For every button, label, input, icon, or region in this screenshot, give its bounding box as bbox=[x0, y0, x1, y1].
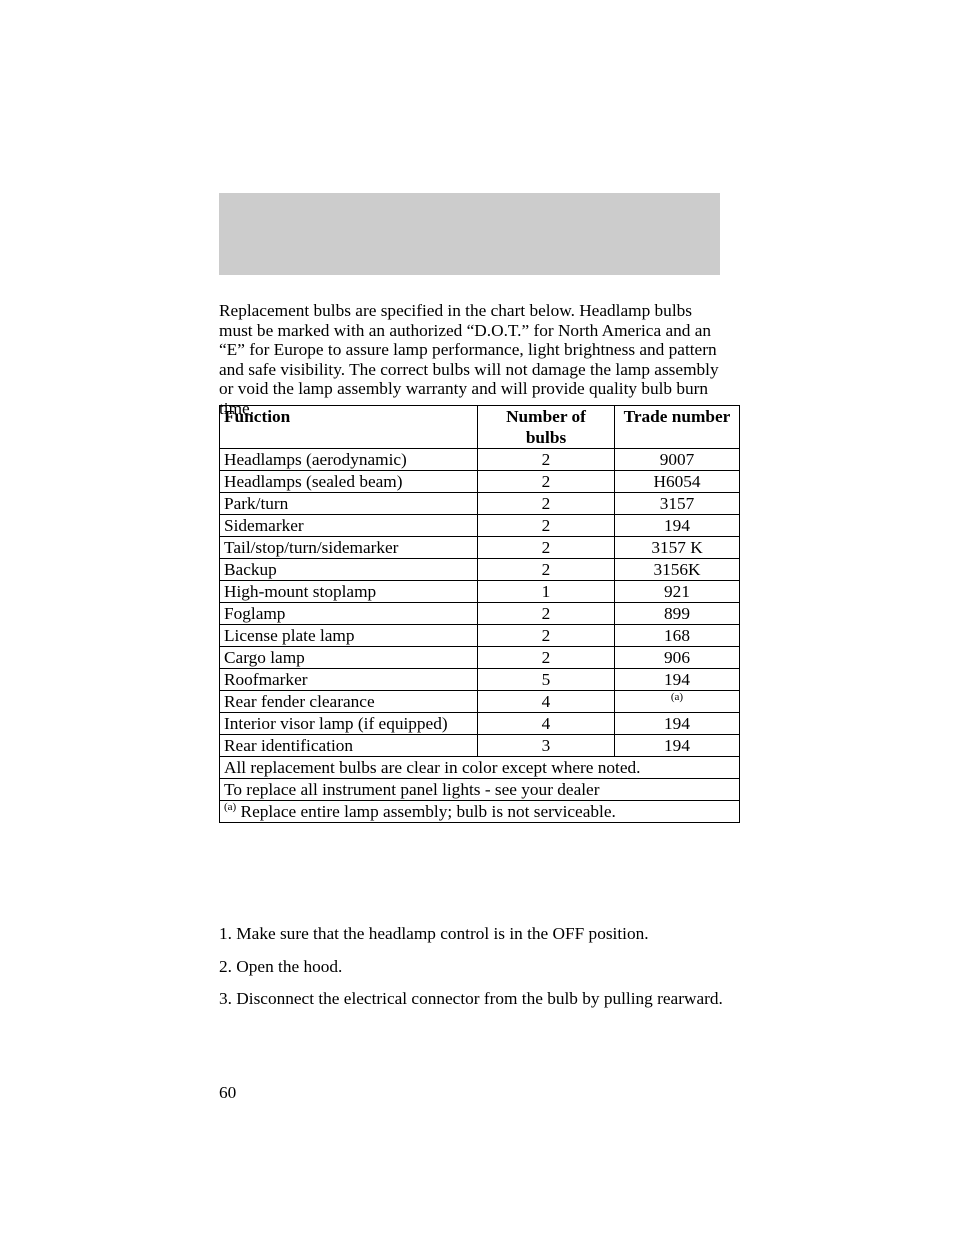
cell-function: Headlamps (sealed beam) bbox=[220, 471, 478, 493]
cell-number: 2 bbox=[478, 559, 615, 581]
cell-trade: 168 bbox=[615, 625, 740, 647]
cell-function: Backup bbox=[220, 559, 478, 581]
cell-function: High-mount stoplamp bbox=[220, 581, 478, 603]
table-body: Headlamps (aerodynamic)29007Headlamps (s… bbox=[220, 449, 740, 823]
cell-trade: 899 bbox=[615, 603, 740, 625]
table-row: Rear identification3194 bbox=[220, 735, 740, 757]
cell-trade: (a) bbox=[615, 691, 740, 713]
table-row: Foglamp2899 bbox=[220, 603, 740, 625]
col-number-header: Number of bulbs bbox=[478, 406, 615, 449]
cell-note: All replacement bulbs are clear in color… bbox=[220, 757, 740, 779]
cell-number: 3 bbox=[478, 735, 615, 757]
cell-trade: 194 bbox=[615, 735, 740, 757]
cell-function: Rear identification bbox=[220, 735, 478, 757]
table-row: Sidemarker2194 bbox=[220, 515, 740, 537]
cell-note: To replace all instrument panel lights -… bbox=[220, 779, 740, 801]
steps-list: 1. Make sure that the headlamp control i… bbox=[219, 924, 724, 1022]
cell-trade: 9007 bbox=[615, 449, 740, 471]
cell-function: Park/turn bbox=[220, 493, 478, 515]
table-note-row: (a) Replace entire lamp assembly; bulb i… bbox=[220, 801, 740, 823]
cell-number: 5 bbox=[478, 669, 615, 691]
cell-trade: 194 bbox=[615, 713, 740, 735]
cell-number: 2 bbox=[478, 471, 615, 493]
cell-function: Roofmarker bbox=[220, 669, 478, 691]
cell-trade: 921 bbox=[615, 581, 740, 603]
table-row: High-mount stoplamp1921 bbox=[220, 581, 740, 603]
cell-function: License plate lamp bbox=[220, 625, 478, 647]
cell-number: 2 bbox=[478, 515, 615, 537]
cell-number: 2 bbox=[478, 537, 615, 559]
table-row: Rear fender clearance4 (a) bbox=[220, 691, 740, 713]
cell-trade: 194 bbox=[615, 515, 740, 537]
table-note-row: To replace all instrument panel lights -… bbox=[220, 779, 740, 801]
cell-number: 1 bbox=[478, 581, 615, 603]
table-row: Interior visor lamp (if equipped)4194 bbox=[220, 713, 740, 735]
table-row: Headlamps (aerodynamic)29007 bbox=[220, 449, 740, 471]
cell-note: (a) Replace entire lamp assembly; bulb i… bbox=[220, 801, 740, 823]
col-function-header: Function bbox=[220, 406, 478, 449]
intro-paragraph: Replacement bulbs are specified in the c… bbox=[219, 301, 724, 418]
footnote-marker: (a) bbox=[224, 801, 236, 813]
step-2: 2. Open the hood. bbox=[219, 957, 724, 977]
table-header-row: Function Number of bulbs Trade number bbox=[220, 406, 740, 449]
cell-function: Interior visor lamp (if equipped) bbox=[220, 713, 478, 735]
cell-function: Rear fender clearance bbox=[220, 691, 478, 713]
table-row: Park/turn23157 bbox=[220, 493, 740, 515]
table-row: Roofmarker5194 bbox=[220, 669, 740, 691]
table-row: License plate lamp2168 bbox=[220, 625, 740, 647]
header-gray-bar bbox=[219, 193, 720, 275]
cell-number: 4 bbox=[478, 691, 615, 713]
cell-trade: H6054 bbox=[615, 471, 740, 493]
cell-trade: 3157 bbox=[615, 493, 740, 515]
cell-number: 2 bbox=[478, 625, 615, 647]
cell-trade: 3157 K bbox=[615, 537, 740, 559]
table-row: Headlamps (sealed beam)2H6054 bbox=[220, 471, 740, 493]
step-1: 1. Make sure that the headlamp control i… bbox=[219, 924, 724, 944]
table-head: Function Number of bulbs Trade number bbox=[220, 406, 740, 449]
col-trade-header: Trade number bbox=[615, 406, 740, 449]
table-row: Tail/stop/turn/sidemarker23157 K bbox=[220, 537, 740, 559]
table-row: Cargo lamp2906 bbox=[220, 647, 740, 669]
footnote-marker: (a) bbox=[671, 691, 683, 703]
table-note-row: All replacement bulbs are clear in color… bbox=[220, 757, 740, 779]
cell-number: 2 bbox=[478, 647, 615, 669]
cell-number: 2 bbox=[478, 493, 615, 515]
col-number-header-line1: Number of bbox=[506, 407, 586, 426]
page-number: 60 bbox=[219, 1083, 236, 1103]
cell-function: Sidemarker bbox=[220, 515, 478, 537]
col-number-header-line2: bulbs bbox=[526, 428, 566, 447]
bulb-table: Function Number of bulbs Trade number He… bbox=[219, 405, 740, 823]
cell-trade: 3156K bbox=[615, 559, 740, 581]
cell-trade: 194 bbox=[615, 669, 740, 691]
cell-function: Tail/stop/turn/sidemarker bbox=[220, 537, 478, 559]
cell-function: Headlamps (aerodynamic) bbox=[220, 449, 478, 471]
cell-number: 2 bbox=[478, 603, 615, 625]
cell-trade: 906 bbox=[615, 647, 740, 669]
cell-number: 2 bbox=[478, 449, 615, 471]
step-3: 3. Disconnect the electrical connector f… bbox=[219, 989, 724, 1009]
cell-function: Foglamp bbox=[220, 603, 478, 625]
page: Replacement bulbs are specified in the c… bbox=[0, 0, 954, 1235]
table-row: Backup23156K bbox=[220, 559, 740, 581]
cell-function: Cargo lamp bbox=[220, 647, 478, 669]
cell-number: 4 bbox=[478, 713, 615, 735]
